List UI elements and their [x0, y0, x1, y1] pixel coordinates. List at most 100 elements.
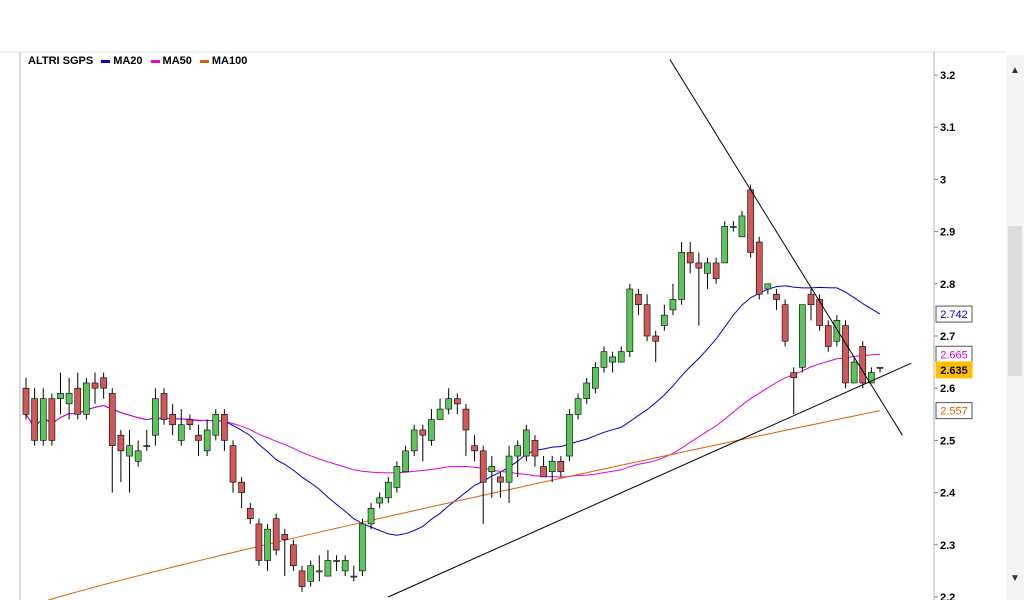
candle-body-down	[160, 393, 168, 420]
candle	[505, 445, 513, 504]
candle	[609, 351, 616, 373]
candle	[212, 409, 220, 441]
y-tick-label: 2.6	[940, 383, 955, 395]
last-value-label: 2.665	[935, 345, 973, 363]
candle	[445, 388, 453, 415]
candle-body-up	[436, 408, 444, 420]
candle	[876, 367, 884, 373]
candle-body-down	[195, 434, 202, 441]
scroll-up-arrow-icon[interactable]: ▲	[1010, 65, 1020, 76]
candle-body-down	[773, 293, 780, 300]
candle-body-up	[264, 528, 271, 561]
y-tick-label: 2.4	[940, 488, 956, 500]
candle	[264, 523, 271, 571]
candle	[764, 283, 772, 295]
candle-body-down	[229, 445, 237, 483]
candle	[686, 242, 694, 274]
candle-body-down	[859, 346, 867, 384]
last-value-box	[935, 305, 973, 323]
candle-body-down	[100, 377, 107, 389]
candle-body-down	[781, 304, 789, 342]
candle-body-up	[445, 398, 453, 410]
legend-swatch-ma20	[101, 59, 111, 63]
candle-body-down	[298, 570, 306, 587]
candle	[712, 257, 720, 284]
legend-label-ma100: MA100	[211, 55, 248, 67]
candle	[497, 471, 504, 498]
candle	[57, 372, 64, 415]
candle-body-up	[661, 314, 668, 326]
candle-body-up	[315, 570, 323, 573]
candle-body-up	[393, 466, 401, 488]
candle-body-down	[91, 382, 99, 389]
candle	[402, 445, 409, 473]
candle	[479, 445, 487, 524]
last-value-labels: 2.742 2.665 2.635 2.557	[935, 305, 973, 420]
candle	[531, 435, 539, 467]
candle	[574, 393, 582, 420]
candle-body-up	[126, 445, 133, 457]
y-tick-label: 2.7	[940, 331, 955, 343]
candle-body-up	[488, 466, 496, 473]
scrollbar-thumb[interactable]	[1008, 226, 1022, 376]
candle-body-down	[842, 325, 849, 384]
last-value-label: 2.742	[935, 305, 973, 323]
candle-body-up	[134, 450, 142, 462]
candle-body-down	[531, 440, 539, 457]
candle	[83, 377, 90, 420]
candle-body-down	[712, 262, 720, 279]
candle	[678, 242, 685, 305]
legend-label-ma20: MA20	[113, 55, 143, 67]
candle-body-down	[221, 413, 228, 441]
last-value-label: 2.635	[935, 361, 973, 379]
y-tick-label: 2.8	[940, 279, 955, 291]
candle	[514, 440, 522, 477]
candle-body-up	[799, 304, 806, 368]
candle	[186, 414, 194, 430]
candle	[298, 565, 306, 592]
candle-body-down	[169, 413, 176, 426]
candle	[177, 409, 185, 446]
candle	[523, 424, 530, 462]
candle-body-up	[341, 560, 349, 572]
candle	[341, 555, 349, 577]
candle-body-down	[117, 434, 125, 452]
candle-body-down	[272, 518, 280, 551]
candle	[859, 341, 867, 389]
candle-body-down	[816, 299, 823, 326]
candle	[738, 210, 746, 238]
candle	[281, 529, 289, 577]
candle	[126, 429, 133, 493]
candle	[824, 320, 832, 352]
candle-body-down	[643, 304, 651, 337]
candle	[842, 320, 849, 389]
candle	[255, 518, 263, 566]
candle	[626, 283, 634, 357]
candle-body-up	[592, 367, 599, 389]
candle-body-up	[39, 398, 47, 441]
candle-body-down	[453, 398, 461, 405]
candle	[134, 440, 142, 467]
candle	[730, 221, 737, 232]
candle-body-down	[31, 398, 38, 441]
candle-body-up	[428, 419, 435, 441]
candle-body-up	[333, 560, 340, 562]
candle-body-up	[730, 226, 737, 228]
trendline	[387, 362, 912, 598]
last-value-label: 2.557	[935, 402, 973, 420]
candle	[540, 456, 547, 478]
candle	[143, 429, 151, 451]
candle	[65, 377, 73, 420]
candle-body-up	[505, 455, 513, 483]
candle-body-up	[367, 507, 375, 525]
candle	[799, 304, 806, 373]
legend-ma50: MA50	[150, 55, 192, 67]
candle	[635, 289, 642, 316]
candle	[661, 304, 668, 331]
candle	[48, 393, 56, 446]
candle	[22, 377, 30, 420]
last-value-box	[935, 361, 973, 379]
scroll-down-arrow-icon[interactable]: ▼	[1010, 573, 1020, 584]
candle-body-up	[850, 361, 858, 384]
